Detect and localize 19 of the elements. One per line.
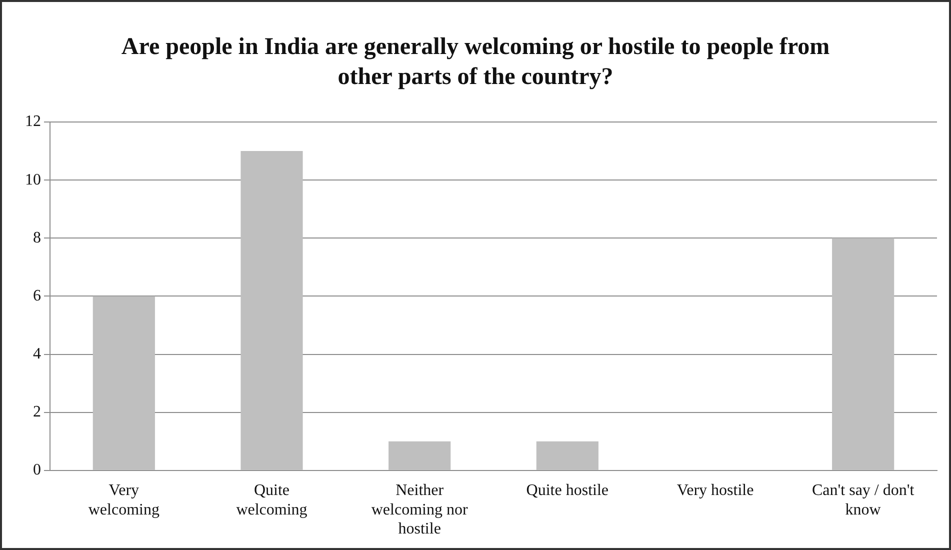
x-tick-label: Quite welcoming: [236, 482, 308, 518]
bar: [92, 296, 155, 470]
y-tick-label: 12: [25, 113, 41, 130]
y-tick-label: 8: [33, 229, 41, 246]
bar: [240, 151, 303, 470]
x-tick-label: Quite hostile: [526, 482, 609, 500]
y-tick-label: 10: [25, 171, 41, 188]
y-tick-label: 4: [33, 345, 41, 362]
x-tick-label: Very hostile: [676, 482, 754, 500]
x-tick-label: Very welcoming: [88, 482, 160, 518]
chart-title: Are people in India are generally welcoming or hostile to people from other parts of the country?: [120, 33, 831, 92]
x-tick-label: Can't say / don't know: [812, 482, 915, 518]
bar: [832, 238, 894, 470]
y-tick-label: 0: [33, 462, 41, 479]
x-tick-label: Neither welcoming nor hostile: [371, 482, 468, 538]
y-tick-label: 6: [33, 287, 41, 304]
y-tick-label: 2: [33, 404, 41, 421]
bar: [536, 441, 598, 470]
bar: [388, 441, 451, 470]
